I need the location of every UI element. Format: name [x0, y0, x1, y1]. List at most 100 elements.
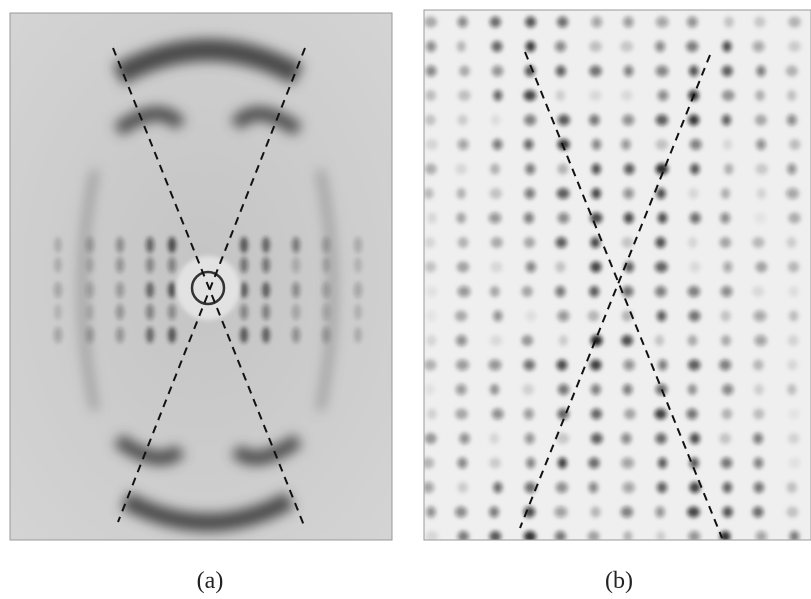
reflection: [622, 115, 634, 126]
reflection: [424, 17, 437, 28]
reflection: [719, 360, 731, 371]
reflection: [354, 327, 362, 343]
reflection: [720, 237, 732, 248]
reflection: [655, 507, 664, 518]
reflection: [689, 311, 701, 322]
reflection: [720, 311, 730, 322]
reflection: [590, 360, 601, 371]
reflection: [556, 90, 565, 101]
reflection: [322, 282, 330, 298]
reflection: [688, 384, 697, 395]
reflection: [292, 237, 300, 253]
reflection: [690, 213, 701, 224]
reflection: [168, 327, 176, 343]
reflection: [621, 433, 631, 444]
reflection: [723, 262, 732, 273]
reflection: [622, 237, 634, 248]
reflection: [425, 115, 436, 126]
reflection: [116, 327, 124, 343]
reflection: [588, 311, 599, 322]
reflection: [591, 188, 601, 199]
reflection: [455, 507, 467, 518]
reflection: [688, 286, 700, 297]
reflection: [455, 311, 467, 322]
reflection: [492, 66, 503, 77]
reflection: [526, 458, 535, 469]
reflection: [592, 164, 601, 175]
reflection: [787, 115, 797, 126]
reflection: [655, 237, 665, 248]
reflection: [724, 17, 734, 28]
reflection: [491, 262, 503, 273]
reflection: [786, 66, 798, 77]
reflection: [456, 213, 466, 224]
reflection: [525, 311, 536, 322]
reflection: [524, 213, 534, 224]
reflection: [722, 115, 731, 126]
reflection: [688, 188, 698, 199]
reflection: [426, 335, 436, 346]
figure: (a) (b): [0, 0, 811, 599]
reflection: [622, 286, 634, 297]
reflection: [556, 482, 568, 493]
reflection: [526, 262, 536, 273]
reflection: [146, 304, 154, 320]
reflection: [54, 327, 62, 343]
reflection: [555, 41, 566, 52]
reflection: [322, 327, 330, 343]
reflection: [557, 311, 569, 322]
reflection: [558, 115, 570, 126]
reflection: [457, 188, 466, 199]
reflection: [787, 90, 796, 101]
reflection: [524, 237, 535, 248]
reflection: [657, 482, 667, 493]
reflection: [423, 188, 433, 199]
reflection: [722, 409, 733, 420]
reflection: [240, 237, 248, 253]
reflection: [687, 17, 698, 28]
reflection: [623, 360, 634, 371]
reflection: [559, 335, 568, 346]
reflection: [146, 327, 154, 343]
reflection: [458, 286, 471, 297]
reflection: [240, 327, 248, 343]
reflection: [490, 433, 499, 444]
reflection: [525, 164, 535, 175]
reflection: [720, 213, 730, 224]
reflection: [591, 17, 602, 28]
reflection: [492, 139, 502, 150]
reflection: [168, 282, 176, 298]
reflection: [526, 41, 536, 52]
reflection: [589, 90, 602, 101]
reflection: [722, 66, 733, 77]
reflection: [262, 237, 270, 253]
reflection: [86, 282, 94, 298]
reflection: [54, 282, 62, 298]
reflection: [523, 360, 535, 371]
reflection: [424, 360, 437, 371]
reflection: [292, 282, 300, 298]
reflection: [624, 164, 635, 175]
reflection: [491, 41, 502, 52]
reflection: [721, 188, 730, 199]
reflection: [426, 507, 435, 518]
reflection: [459, 433, 469, 444]
reflection: [756, 139, 766, 150]
reflection: [754, 213, 766, 224]
reflection: [146, 237, 154, 253]
reflection: [493, 90, 502, 101]
reflection: [146, 257, 154, 273]
reflection: [688, 335, 698, 346]
reflection: [589, 41, 602, 52]
reflection: [789, 139, 800, 150]
reflection: [522, 384, 534, 395]
reflection: [623, 188, 634, 199]
diffraction-pattern-a: [10, 13, 392, 540]
reflection: [525, 188, 536, 199]
reflection: [753, 433, 763, 444]
reflection: [554, 507, 567, 518]
reflection: [723, 507, 733, 518]
reflection: [621, 90, 633, 101]
reflection: [455, 164, 466, 175]
reflection: [557, 188, 570, 199]
